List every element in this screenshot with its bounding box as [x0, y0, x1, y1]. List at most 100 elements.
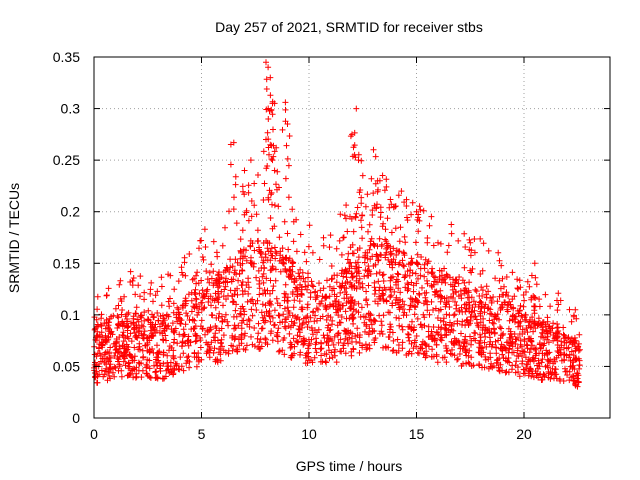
- data-point: [218, 336, 225, 343]
- data-point: [364, 301, 371, 308]
- data-point: [343, 328, 350, 335]
- data-point: [562, 335, 569, 341]
- data-point: [371, 279, 378, 286]
- data-point: [310, 331, 316, 338]
- data-point: [294, 339, 301, 346]
- data-point: [237, 255, 244, 262]
- data-point: [365, 331, 372, 338]
- data-point: [131, 353, 138, 360]
- data-point: [266, 151, 272, 158]
- data-point: [181, 259, 188, 266]
- data-point: [317, 300, 324, 307]
- data-point: [272, 266, 279, 273]
- data-point: [109, 369, 116, 376]
- data-point: [344, 278, 351, 285]
- data-point: [419, 324, 425, 331]
- data-point: [259, 314, 266, 321]
- chart-title: Day 257 of 2021, SRMTID for receiver stb…: [215, 19, 483, 35]
- data-point: [369, 327, 376, 334]
- data-point: [269, 287, 276, 294]
- data-point: [237, 247, 244, 254]
- data-point: [467, 239, 474, 246]
- data-point: [94, 293, 101, 300]
- data-point: [497, 285, 504, 292]
- data-point: [362, 328, 368, 335]
- data-point: [390, 256, 397, 263]
- data-point: [566, 368, 573, 375]
- data-point: [505, 339, 512, 346]
- data-point: [263, 308, 270, 315]
- data-point: [531, 345, 537, 352]
- data-point: [152, 368, 159, 375]
- data-point: [525, 372, 532, 379]
- data-point: [134, 316, 141, 323]
- data-point: [547, 303, 554, 310]
- data-point: [542, 323, 549, 330]
- data-point: [308, 278, 315, 285]
- data-point: [232, 256, 239, 263]
- data-point: [509, 339, 516, 346]
- data-point: [304, 286, 310, 293]
- data-point: [284, 230, 291, 237]
- data-point: [405, 334, 412, 341]
- data-point: [203, 339, 210, 346]
- data-point: [267, 215, 274, 221]
- data-point: [233, 301, 240, 308]
- data-point: [265, 64, 272, 71]
- data-point: [377, 209, 384, 216]
- data-point: [451, 352, 458, 359]
- data-point: [189, 276, 196, 283]
- data-point: [255, 330, 262, 337]
- data-point: [408, 302, 414, 309]
- data-point: [355, 309, 362, 316]
- data-point: [260, 257, 267, 264]
- data-point: [311, 354, 318, 361]
- data-point: [450, 340, 457, 346]
- data-point: [443, 327, 450, 333]
- data-point: [267, 277, 274, 284]
- data-point: [232, 307, 239, 314]
- data-point: [336, 319, 343, 326]
- data-point: [506, 359, 513, 366]
- data-point: [533, 350, 540, 357]
- data-point: [239, 267, 245, 274]
- data-point: [530, 374, 537, 381]
- data-point: [401, 301, 408, 308]
- data-point: [294, 291, 301, 298]
- data-point: [339, 302, 346, 309]
- data-point: [387, 294, 394, 300]
- data-point: [285, 246, 292, 253]
- data-point: [248, 306, 255, 313]
- data-point: [299, 269, 306, 276]
- data-point: [519, 326, 526, 333]
- data-point: [253, 307, 260, 313]
- data-point: [263, 165, 270, 172]
- data-point: [560, 324, 567, 331]
- data-point: [343, 202, 350, 209]
- data-point: [379, 272, 386, 279]
- data-point: [394, 270, 401, 277]
- data-point: [122, 362, 129, 369]
- data-point: [532, 346, 539, 353]
- data-point: [554, 324, 561, 331]
- data-point: [286, 330, 293, 337]
- data-point: [397, 224, 404, 231]
- data-point: [215, 299, 222, 306]
- data-point: [443, 348, 450, 354]
- data-point: [410, 345, 417, 352]
- data-point: [234, 291, 241, 298]
- data-point: [261, 265, 268, 272]
- data-point: [299, 306, 306, 313]
- data-point: [271, 244, 278, 251]
- data-point: [366, 221, 373, 228]
- data-point: [141, 328, 148, 335]
- data-point: [125, 309, 132, 316]
- data-point: [271, 148, 278, 155]
- data-point: [285, 308, 292, 314]
- data-point: [521, 297, 528, 304]
- data-point: [221, 316, 228, 323]
- data-point: [211, 345, 218, 352]
- data-point: [119, 307, 126, 313]
- data-point: [422, 354, 429, 361]
- data-point: [506, 334, 513, 341]
